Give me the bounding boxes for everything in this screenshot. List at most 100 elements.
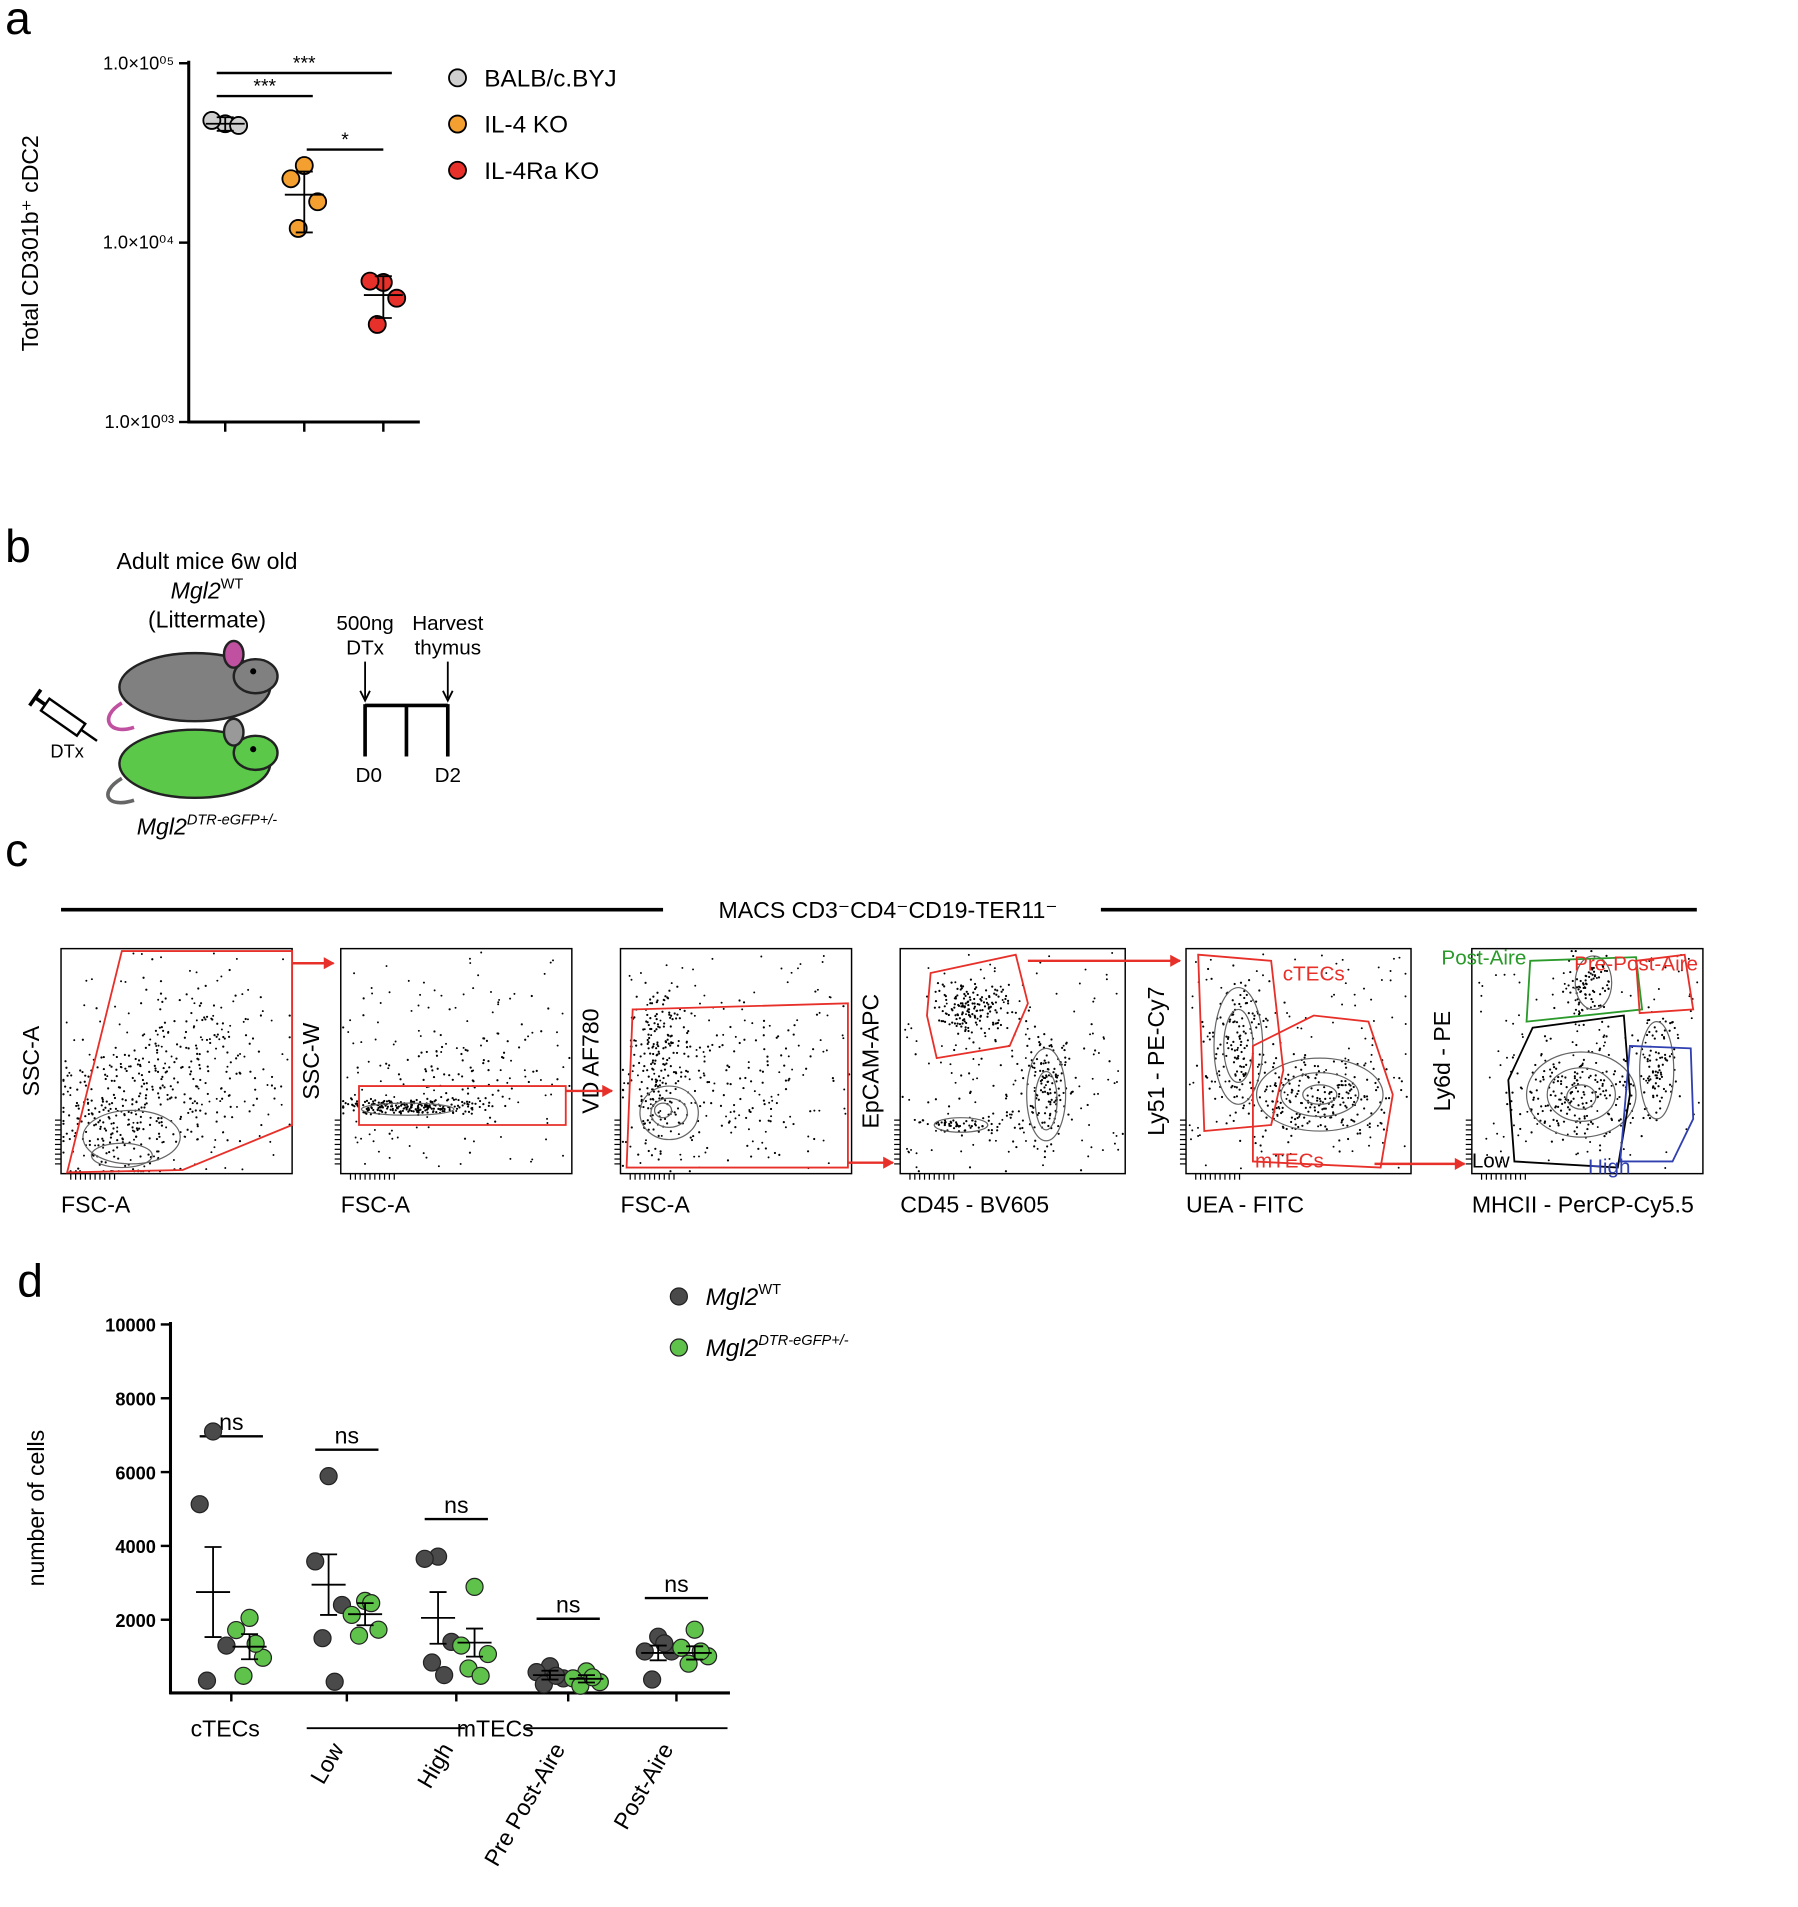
event-dot: [1652, 1095, 1655, 1099]
event-dot: [140, 1085, 143, 1088]
event-dot: [1001, 1118, 1004, 1121]
event-dot: [1376, 1086, 1379, 1089]
event-dot: [226, 1139, 229, 1142]
event-dot: [943, 1005, 946, 1008]
event-dot: [1628, 1102, 1632, 1105]
event-dot: [159, 980, 163, 983]
event-dot: [975, 1023, 978, 1026]
event-dot: [203, 1016, 206, 1019]
event-dot: [77, 1107, 80, 1110]
event-dot: [1324, 1125, 1327, 1128]
event-dot: [148, 1137, 151, 1140]
event-dot: [652, 1068, 655, 1071]
event-dot: [517, 1101, 520, 1104]
event-dot: [646, 1087, 649, 1090]
panel-label: c: [5, 824, 28, 876]
event-dot: [657, 1134, 660, 1137]
event-dot: [113, 1079, 116, 1082]
event-dot: [1049, 1092, 1052, 1095]
event-dot: [968, 1037, 971, 1040]
event-dot: [494, 1120, 497, 1123]
event-dot: [655, 1001, 658, 1004]
event-dot: [1086, 1103, 1089, 1107]
event-dot: [81, 1070, 84, 1074]
event-dot: [1235, 1021, 1239, 1024]
event-dot: [85, 979, 88, 982]
event-dot: [1660, 1073, 1663, 1076]
event-dot: [148, 1061, 151, 1064]
event-dot: [1664, 1020, 1667, 1023]
event-dot: [1563, 982, 1566, 985]
event-dot: [1387, 1097, 1391, 1100]
event-dot: [1298, 1079, 1301, 1082]
event-dot: [1571, 1083, 1574, 1086]
event-dot: [1506, 1056, 1508, 1059]
event-dot: [99, 1125, 102, 1128]
event-dot: [1265, 1085, 1269, 1088]
event-dot: [406, 1105, 409, 1108]
event-dot: [455, 1047, 458, 1050]
event-dot: [1630, 1094, 1633, 1097]
event-dot: [1398, 956, 1401, 959]
event-dot: [948, 1124, 951, 1127]
event-dot: [346, 1076, 349, 1079]
event-dot: [652, 1128, 655, 1131]
event-dot: [780, 967, 783, 970]
event-dot: [1245, 1001, 1249, 1005]
event-dot: [160, 1077, 163, 1081]
event-dot: [1599, 1004, 1602, 1007]
event-dot: [996, 1125, 999, 1129]
event-dot: [116, 1130, 119, 1133]
event-dot: [1037, 1035, 1040, 1039]
event-dot: [1651, 1034, 1654, 1037]
event-dot: [401, 1109, 404, 1112]
y-axis-label: Ly6d - PE: [1429, 1011, 1455, 1112]
event-dot: [1648, 1018, 1651, 1022]
event-dot: [1585, 1101, 1588, 1105]
event-dot: [1013, 1126, 1016, 1129]
event-dot: [826, 1014, 829, 1017]
event-dot: [499, 1135, 502, 1138]
event-dot: [1648, 1030, 1651, 1034]
event-dot: [657, 1158, 660, 1161]
event-dot: [159, 992, 163, 995]
event-dot: [1304, 1063, 1307, 1066]
event-dot: [121, 1138, 124, 1141]
event-dot: [678, 1017, 681, 1020]
event-dot: [243, 1055, 246, 1058]
event-dot: [1685, 1128, 1688, 1131]
event-dot: [124, 1067, 127, 1070]
event-dot: [1275, 1154, 1277, 1157]
event-dot: [1257, 1063, 1261, 1066]
event-dot: [1669, 1022, 1672, 1025]
event-dot: [1240, 1050, 1243, 1054]
event-dot: [156, 1070, 160, 1073]
event-dot: [992, 1112, 995, 1115]
event-dot: [773, 1151, 777, 1155]
panel-label: a: [5, 0, 31, 44]
event-dot: [532, 1070, 535, 1073]
event-dot: [395, 1106, 399, 1109]
event-dot: [764, 1147, 767, 1150]
event-dot: [1264, 1017, 1268, 1020]
event-dot: [1329, 1116, 1332, 1119]
event-dot: [1393, 1076, 1395, 1079]
event-dot: [362, 1014, 365, 1017]
event-dot: [974, 1101, 977, 1104]
event-dot: [1113, 1082, 1116, 1085]
event-dot: [1353, 1076, 1356, 1079]
event-dot: [252, 1104, 255, 1107]
event-dot: [243, 1100, 246, 1103]
event-dot: [98, 1119, 102, 1122]
event-dot: [667, 1074, 670, 1077]
event-dot: [948, 1122, 951, 1126]
event-dot: [1215, 1120, 1218, 1123]
event-dot: [123, 1144, 126, 1147]
event-dot: [1025, 1020, 1028, 1023]
event-dot: [379, 1080, 382, 1083]
label-part: Mgl2: [171, 577, 221, 603]
event-dot: [1657, 1052, 1660, 1055]
legend-label: IL-4 KO: [484, 112, 568, 139]
event-dot: [454, 1006, 457, 1009]
event-dot: [1262, 974, 1264, 977]
